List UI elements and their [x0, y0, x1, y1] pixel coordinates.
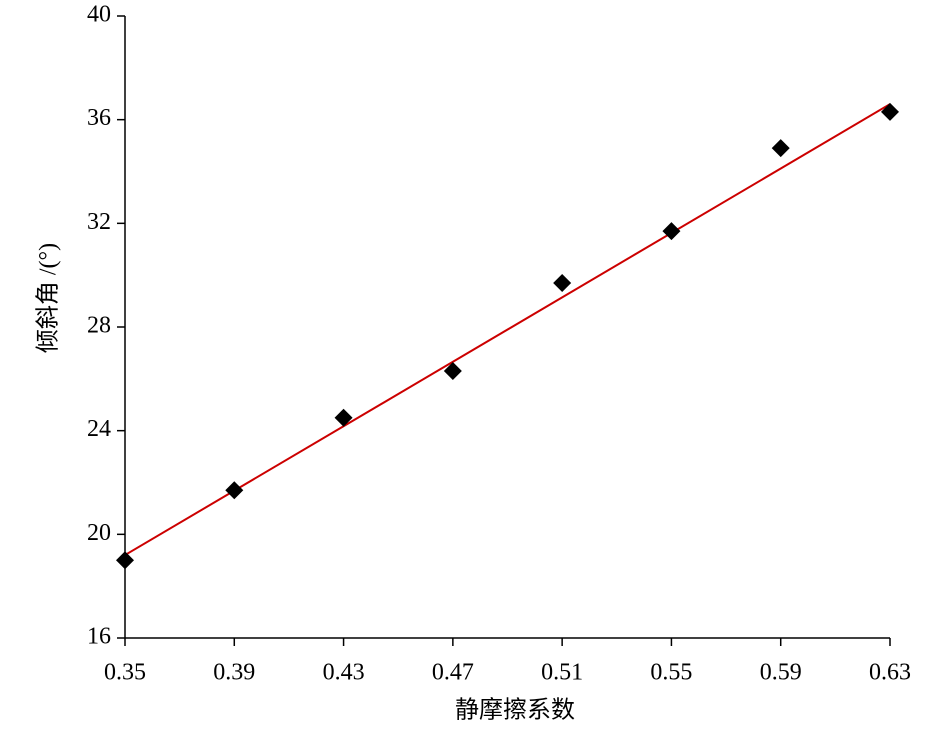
x-tick-label: 0.43 [323, 660, 365, 686]
y-tick-label: 40 [87, 2, 111, 28]
data-point [225, 481, 244, 500]
y-tick-label: 28 [87, 313, 111, 339]
y-tick-label: 36 [87, 105, 111, 131]
y-tick-label: 24 [87, 416, 111, 442]
data-point [116, 551, 134, 570]
x-tick-label: 0.35 [104, 660, 146, 686]
data-point [662, 222, 681, 241]
x-tick-label: 0.39 [213, 660, 255, 686]
x-tick-label: 0.51 [541, 660, 583, 686]
data-point [771, 139, 790, 158]
y-axis-label: 倾斜角 /(°) [35, 243, 62, 353]
data-point [443, 362, 462, 381]
x-tick-label: 0.55 [650, 660, 692, 686]
x-tick-label: 0.63 [869, 660, 911, 686]
y-tick-label: 20 [87, 520, 111, 546]
data-point [334, 408, 353, 427]
x-axis-label: 静摩擦系数 [455, 697, 575, 724]
y-tick-label: 16 [87, 624, 111, 650]
x-tick-label: 0.59 [760, 660, 802, 686]
trend-line [124, 103, 891, 556]
y-tick-label: 32 [87, 209, 111, 235]
x-tick-label: 0.47 [432, 660, 474, 686]
data-point [881, 102, 899, 121]
data-point [553, 273, 572, 292]
